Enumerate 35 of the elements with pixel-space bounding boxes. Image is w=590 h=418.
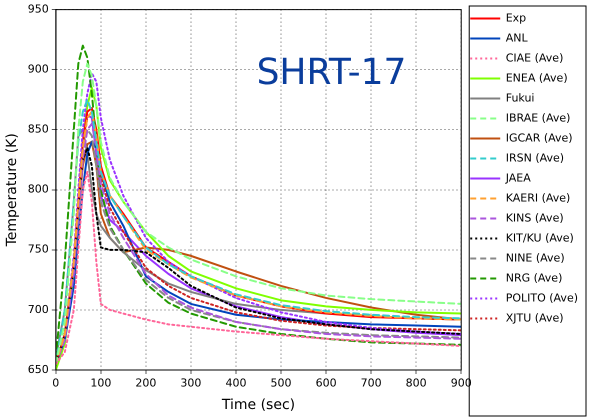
legend-label: ANL <box>506 31 528 44</box>
legend-label: ENEA (Ave) <box>506 71 568 84</box>
legend-label: XJTU (Ave) <box>506 311 564 324</box>
x-tick-label: 200 <box>135 376 156 390</box>
x-tick-label: 100 <box>90 376 112 390</box>
x-axis-title: Time (sec) <box>220 397 296 414</box>
y-tick-label: 750 <box>28 242 49 256</box>
legend-label: Exp <box>506 11 526 24</box>
x-tick-label: 300 <box>180 376 202 390</box>
x-tick-label: 400 <box>225 376 246 390</box>
legend-label: JAEA <box>504 171 532 184</box>
y-tick-label: 850 <box>28 122 49 136</box>
y-axis-title: Temperature (K) <box>4 133 20 248</box>
legend-label: CIAE (Ave) <box>506 51 564 64</box>
legend-label: IGCAR (Ave) <box>506 131 573 144</box>
legend-label: NRG (Ave) <box>506 271 562 284</box>
legend-label: Fukui <box>506 91 534 104</box>
legend-label: KIT/KU (Ave) <box>506 231 574 244</box>
text: SHRT-17 <box>256 52 406 93</box>
x-tick-label: 700 <box>360 376 382 390</box>
x-tick-label: 800 <box>406 376 427 390</box>
y-tick-label: 900 <box>28 62 49 76</box>
legend-label: IBRAE (Ave) <box>506 111 570 124</box>
y-tick-label: 650 <box>28 362 49 376</box>
y-tick-label: 700 <box>28 302 49 316</box>
legend-label: IRSN (Ave) <box>506 151 564 164</box>
legend-label: POLITO (Ave) <box>506 291 578 304</box>
legend-label: NINE (Ave) <box>506 251 565 264</box>
legend-label: KAERI (Ave) <box>506 191 570 204</box>
x-tick-label: 600 <box>316 376 337 390</box>
y-tick-label: 800 <box>28 182 49 196</box>
legend-label: KINS (Ave) <box>506 211 564 224</box>
x-tick-label: 0 <box>52 376 60 390</box>
y-tick-label: 950 <box>28 2 49 16</box>
x-tick-label: 500 <box>270 376 292 390</box>
